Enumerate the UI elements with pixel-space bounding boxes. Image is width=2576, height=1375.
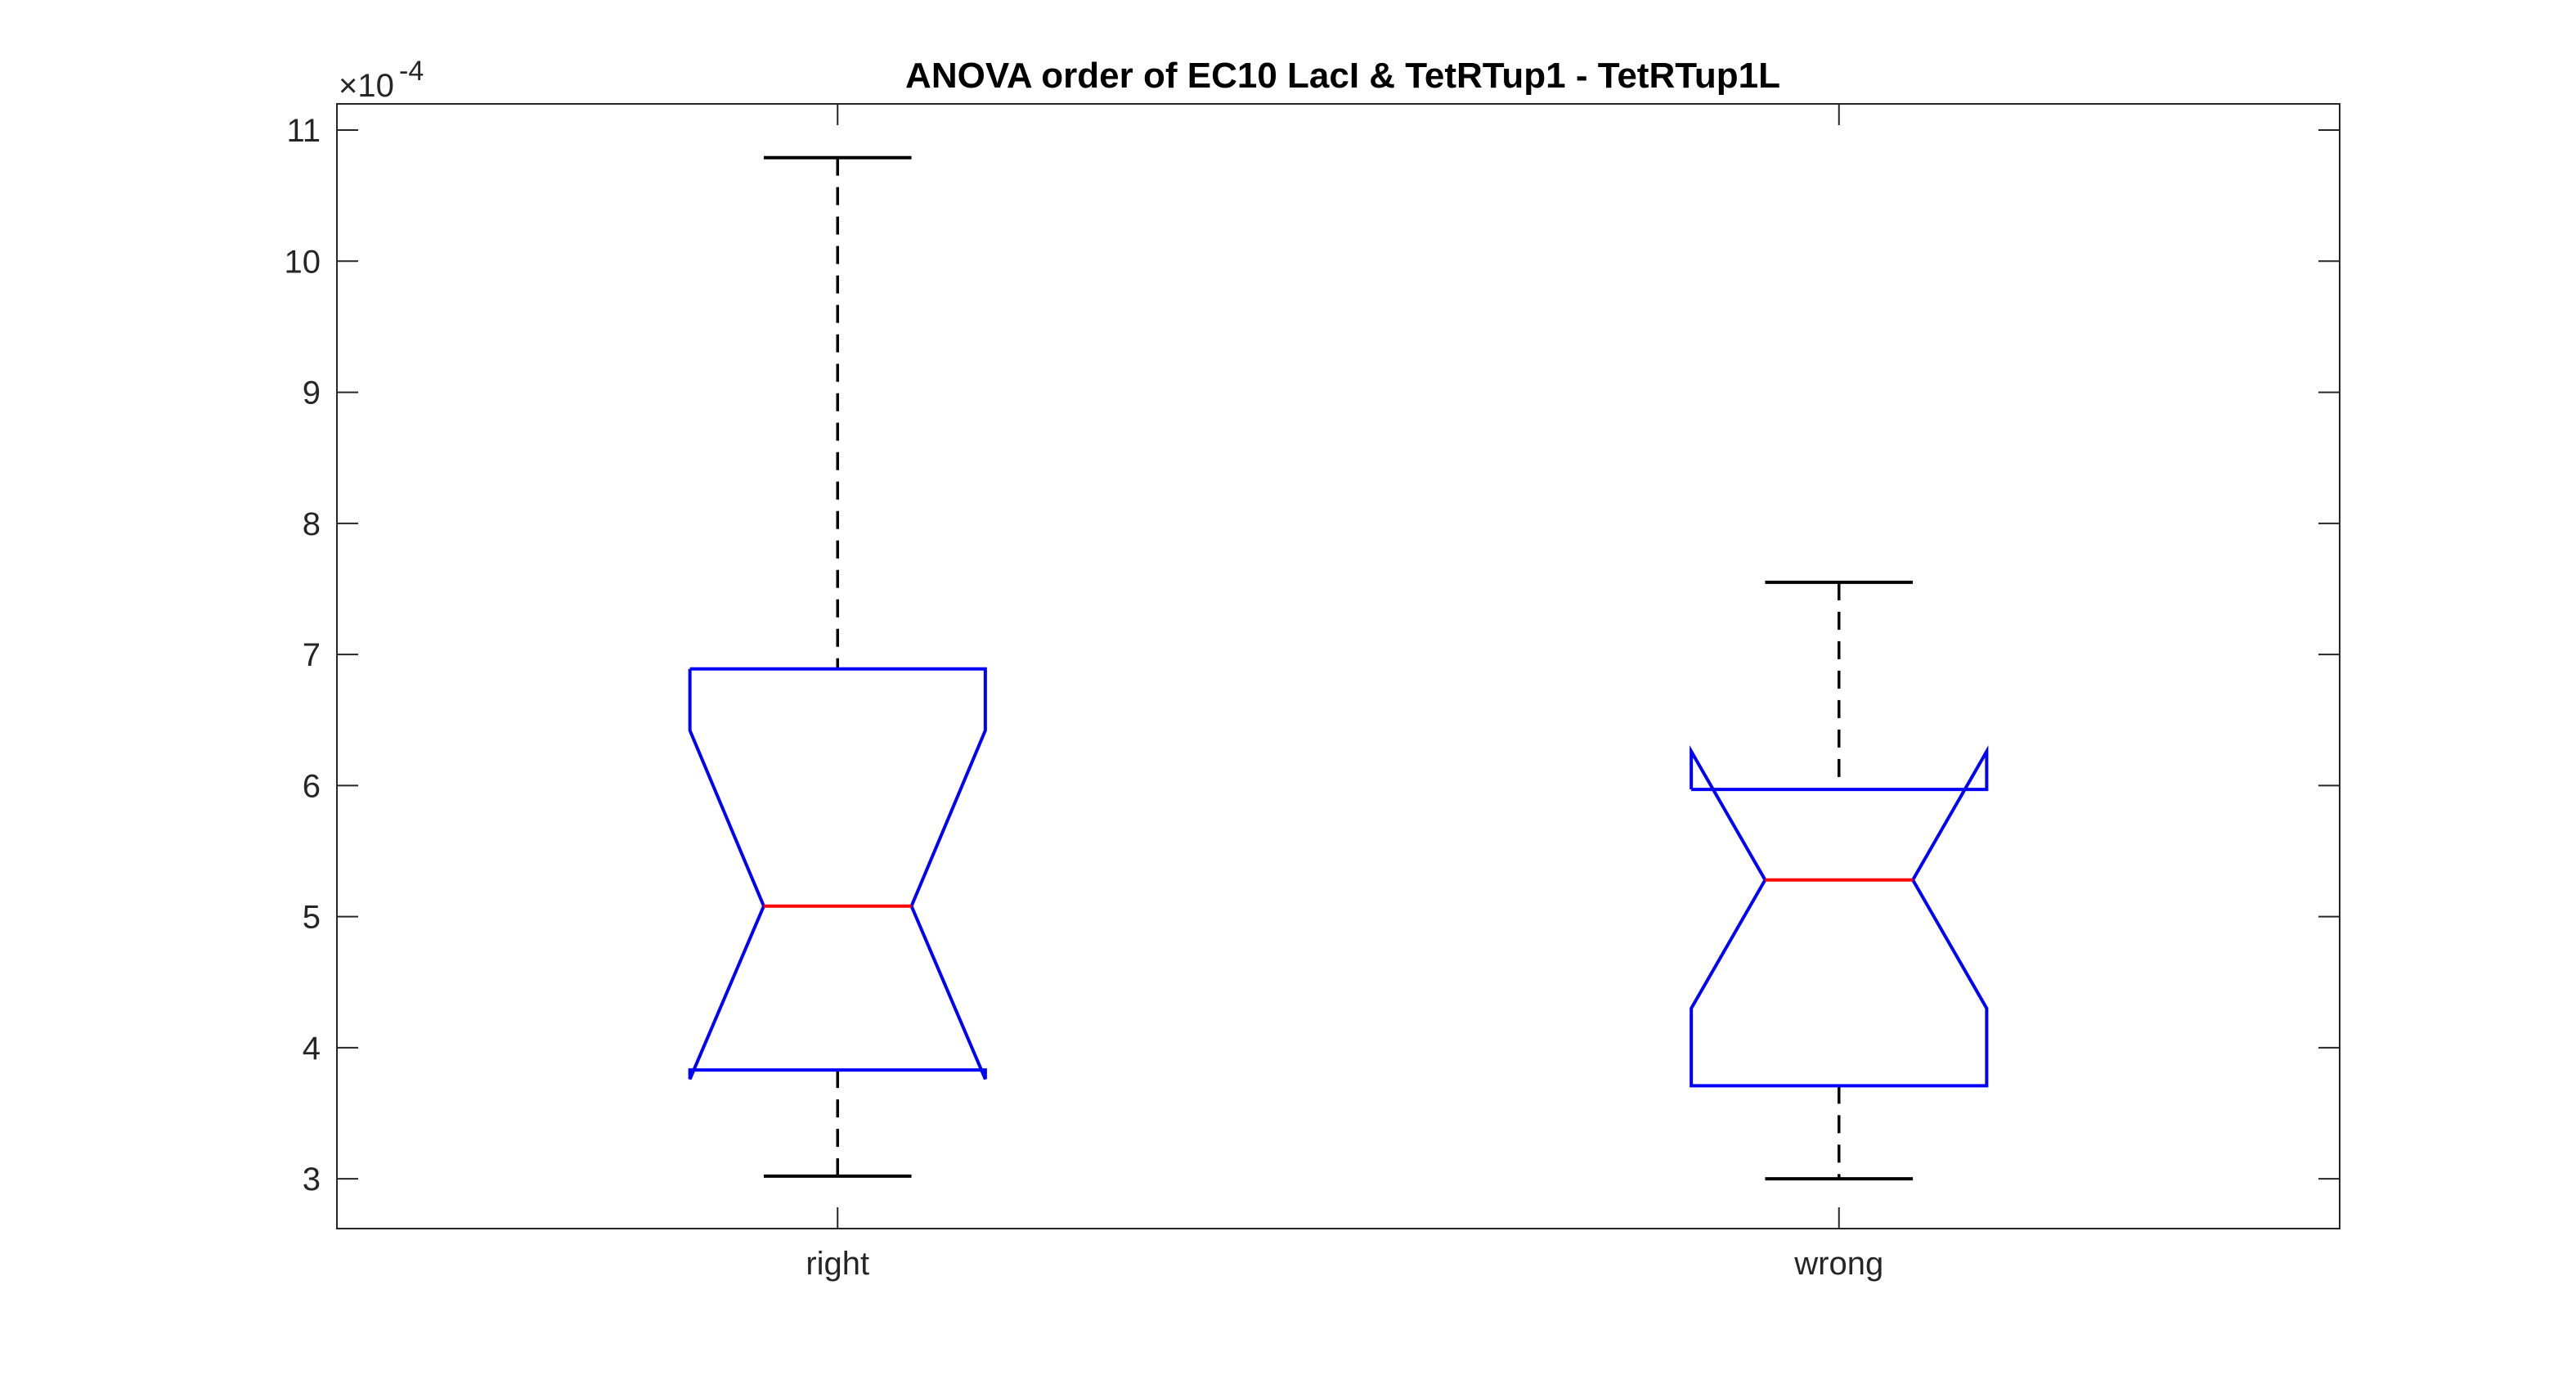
y-tick-label: 11 (286, 113, 321, 149)
boxes-layer (688, 155, 1989, 1181)
x-axis-ticks: right wrong (806, 104, 1883, 1282)
y-axis-exponent: ×10 -4 (339, 56, 424, 104)
y-tick-label: 3 (303, 1162, 321, 1198)
y-tick-label: 4 (303, 1031, 321, 1067)
chart-title: ANOVA order of EC10 LacI & TetRTup1 - Te… (905, 56, 1780, 96)
y-tick-label: 5 (303, 900, 321, 936)
y-exponent-power: -4 (399, 56, 424, 87)
y-tick-label: 8 (303, 506, 321, 542)
box-outline (1690, 745, 1989, 1088)
x-tick-label: right (806, 1246, 869, 1282)
y-tick-label: 6 (303, 768, 321, 804)
box-outline (688, 667, 987, 1081)
box-right (688, 155, 987, 1178)
y-axis-ticks: 3 4 5 6 7 8 9 10 11 (285, 113, 2340, 1198)
axes-box (336, 103, 2340, 1229)
y-tick-label: 9 (303, 375, 321, 411)
box-wrong (1690, 580, 1989, 1181)
y-tick-label: 10 (285, 244, 321, 280)
x-tick-label: wrong (1793, 1246, 1883, 1282)
plot-frame (336, 103, 2340, 1229)
y-exponent-base: ×10 (339, 68, 394, 104)
y-tick-label: 7 (303, 637, 321, 673)
